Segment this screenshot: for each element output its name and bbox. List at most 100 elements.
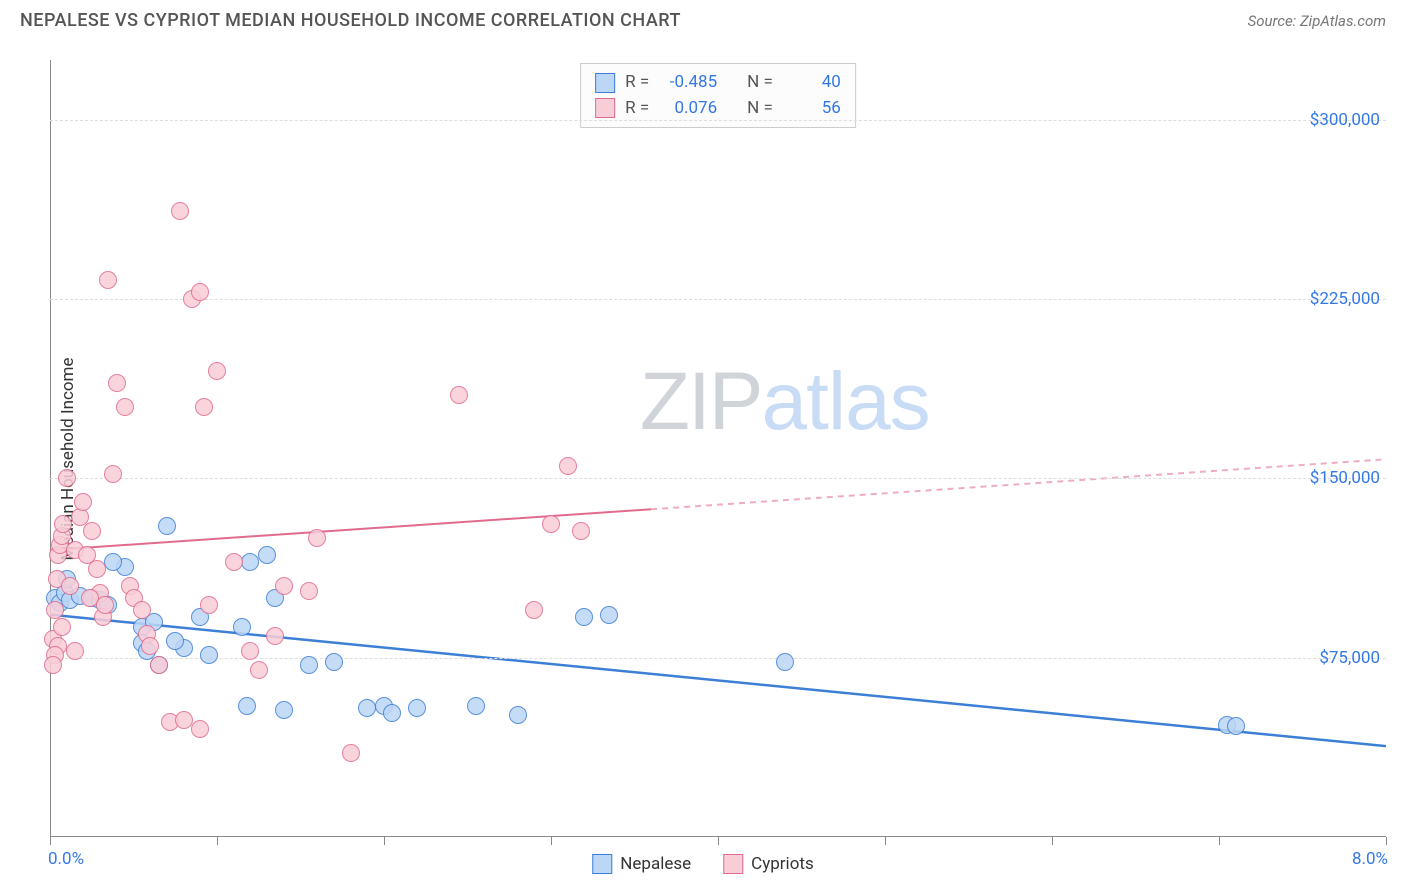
trend-lines-svg xyxy=(50,60,1386,837)
x-tick xyxy=(1052,837,1053,845)
x-tick xyxy=(718,837,719,845)
data-point-cypriots xyxy=(542,515,560,533)
data-point-cypriots xyxy=(342,744,360,762)
watermark-zip: ZIP xyxy=(640,356,762,447)
data-point-cypriots xyxy=(195,398,213,416)
data-point-cypriots xyxy=(74,493,92,511)
source-prefix: Source: xyxy=(1248,12,1300,30)
data-point-cypriots xyxy=(559,457,577,475)
x-axis-max-label: 8.0% xyxy=(1352,849,1388,869)
data-point-nepalese xyxy=(275,701,293,719)
data-point-nepalese xyxy=(358,699,376,717)
chart-header: NEPALESE VS CYPRIOT MEDIAN HOUSEHOLD INC… xyxy=(0,0,1406,39)
data-point-cypriots xyxy=(175,711,193,729)
y-tick-label: $300,000 xyxy=(1310,110,1380,130)
data-point-cypriots xyxy=(78,546,96,564)
legend-correlation-row-2: R = 0.076 N = 56 xyxy=(595,96,841,122)
chart-title: NEPALESE VS CYPRIOT MEDIAN HOUSEHOLD INC… xyxy=(20,10,681,31)
gridline-horizontal xyxy=(50,478,1386,479)
data-point-nepalese xyxy=(600,606,618,624)
data-point-cypriots xyxy=(225,553,243,571)
data-point-cypriots xyxy=(108,374,126,392)
legend-item-nepalese: Nepalese xyxy=(592,854,691,874)
plot-region: ZIPatlas R = -0.485 N = 40 R = 0.076 N =… xyxy=(50,60,1386,837)
gridline-horizontal xyxy=(50,299,1386,300)
n-label: N = xyxy=(747,70,773,96)
y-tick-label: $75,000 xyxy=(1319,648,1380,668)
x-axis-min-label: 0.0% xyxy=(48,849,84,869)
x-tick xyxy=(1219,837,1220,845)
gridline-horizontal xyxy=(50,120,1386,121)
data-point-nepalese xyxy=(158,517,176,535)
data-point-cypriots xyxy=(66,642,84,660)
data-point-nepalese xyxy=(200,646,218,664)
data-point-nepalese xyxy=(241,553,259,571)
watermark-atlas: atlas xyxy=(761,356,929,447)
x-tick xyxy=(50,837,51,845)
data-point-cypriots xyxy=(200,596,218,614)
data-point-cypriots xyxy=(300,582,318,600)
y-tick-label: $150,000 xyxy=(1310,468,1380,488)
legend-correlation-row-1: R = -0.485 N = 40 xyxy=(595,70,841,96)
data-point-cypriots xyxy=(250,661,268,679)
chart-area: Median Household Income ZIPatlas R = -0.… xyxy=(50,60,1386,837)
x-tick xyxy=(1386,837,1387,845)
data-point-cypriots xyxy=(266,627,284,645)
data-point-cypriots xyxy=(99,271,117,289)
data-point-nepalese xyxy=(233,618,251,636)
legend-label-cypriots: Cypriots xyxy=(751,854,814,874)
n-value-nepalese: 40 xyxy=(783,70,841,96)
data-point-cypriots xyxy=(104,465,122,483)
legend-swatch-cypriots xyxy=(595,98,615,118)
data-point-nepalese xyxy=(300,656,318,674)
data-point-nepalese xyxy=(104,553,122,571)
data-point-nepalese xyxy=(509,706,527,724)
source-name: ZipAtlas.com xyxy=(1300,12,1386,30)
data-point-cypriots xyxy=(191,720,209,738)
r-value-cypriots: 0.076 xyxy=(659,96,717,122)
data-point-nepalese xyxy=(776,653,794,671)
data-point-cypriots xyxy=(525,601,543,619)
data-point-cypriots xyxy=(308,529,326,547)
legend-swatch-cypriots xyxy=(723,854,743,874)
data-point-cypriots xyxy=(58,469,76,487)
data-point-cypriots xyxy=(96,596,114,614)
x-tick xyxy=(885,837,886,845)
data-point-cypriots xyxy=(116,398,134,416)
r-value-nepalese: -0.485 xyxy=(659,70,717,96)
data-point-cypriots xyxy=(450,386,468,404)
legend-swatch-nepalese xyxy=(595,73,615,93)
data-point-cypriots xyxy=(61,577,79,595)
data-point-nepalese xyxy=(575,608,593,626)
data-point-nepalese xyxy=(325,653,343,671)
data-point-cypriots xyxy=(191,283,209,301)
n-value-cypriots: 56 xyxy=(783,96,841,122)
data-point-cypriots xyxy=(150,656,168,674)
data-point-cypriots xyxy=(241,642,259,660)
data-point-nepalese xyxy=(238,697,256,715)
data-point-cypriots xyxy=(54,515,72,533)
data-point-nepalese xyxy=(1227,717,1245,735)
data-point-cypriots xyxy=(171,202,189,220)
data-point-cypriots xyxy=(275,577,293,595)
legend-item-cypriots: Cypriots xyxy=(723,854,814,874)
data-point-nepalese xyxy=(258,546,276,564)
data-point-cypriots xyxy=(46,601,64,619)
legend-swatch-nepalese xyxy=(592,854,612,874)
data-point-cypriots xyxy=(572,522,590,540)
data-point-nepalese xyxy=(408,699,426,717)
source-attribution: Source: ZipAtlas.com xyxy=(1248,12,1386,30)
data-point-cypriots xyxy=(141,637,159,655)
r-label: R = xyxy=(625,70,649,96)
x-tick xyxy=(384,837,385,845)
legend-bottom: Nepalese Cypriots xyxy=(592,854,813,874)
data-point-cypriots xyxy=(208,362,226,380)
data-point-nepalese xyxy=(467,697,485,715)
data-point-cypriots xyxy=(83,522,101,540)
r-label: R = xyxy=(625,96,649,122)
legend-label-nepalese: Nepalese xyxy=(620,854,691,874)
n-label: N = xyxy=(747,96,773,122)
x-tick xyxy=(217,837,218,845)
watermark: ZIPatlas xyxy=(640,355,930,449)
data-point-cypriots xyxy=(44,656,62,674)
